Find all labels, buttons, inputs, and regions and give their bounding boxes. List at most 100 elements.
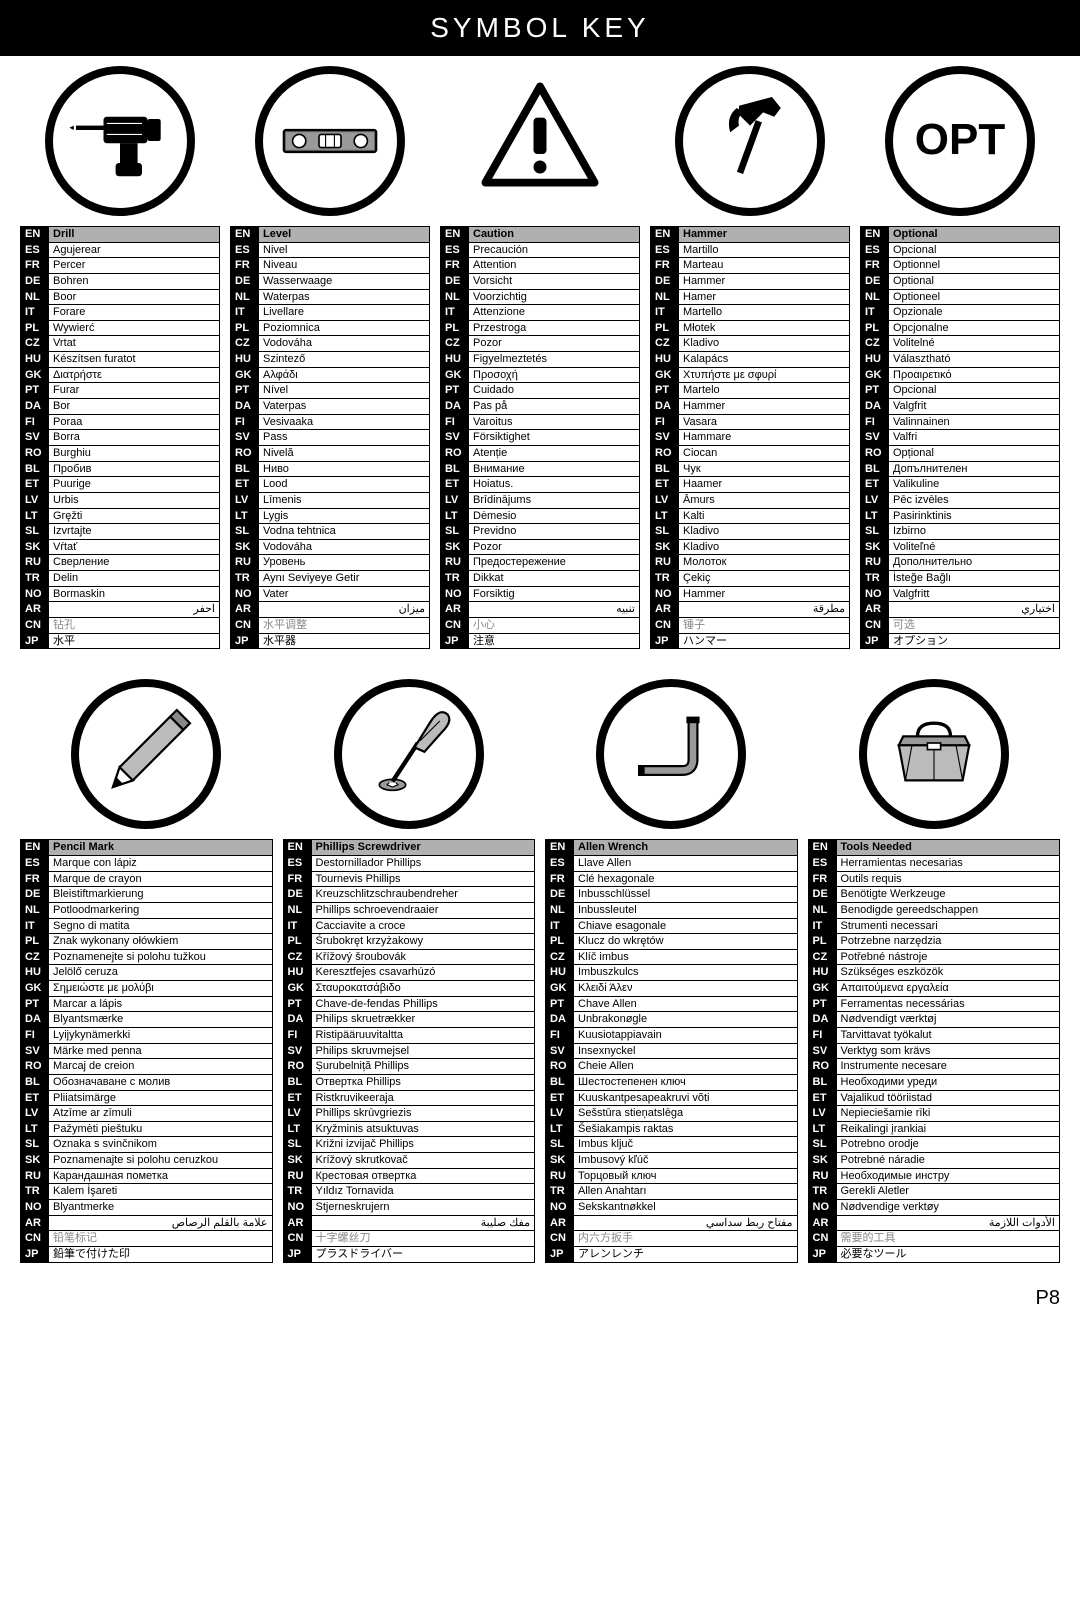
table-row: JPオプション [861, 633, 1060, 649]
table-row: FRAttention [441, 258, 640, 274]
translation-label: Yıldız Tornavida [311, 1184, 535, 1200]
lang-code: BL [231, 461, 259, 477]
table-row: ETHoiatus. [441, 477, 640, 493]
translation-label: Valgfrit [889, 399, 1060, 415]
table-row: PTFerramentas necessárias [808, 996, 1060, 1012]
table-row: ESHerramientas necesarias [808, 855, 1060, 871]
lang-code: ES [21, 242, 49, 258]
table-row: GKΔιατρήστε [21, 367, 220, 383]
translation-label: Marcaj de creion [49, 1059, 273, 1075]
table-row: ENOptional [861, 227, 1060, 243]
table-row: CZVodováha [231, 336, 430, 352]
lang-code: FR [21, 871, 49, 887]
lang-code: ES [651, 242, 679, 258]
lang-code: ES [546, 855, 574, 871]
table-row: DAUnbrakonøgle [546, 1012, 798, 1028]
lang-code: DE [21, 887, 49, 903]
translation-label: Krížový skrutkovač [311, 1153, 535, 1169]
lang-code: FI [231, 414, 259, 430]
translation-label: Philips skruetrækker [311, 1012, 535, 1028]
translation-label: Σημειώστε με μολύβι [49, 981, 273, 997]
lang-code: DE [21, 273, 49, 289]
translation-label: Szintező [259, 352, 430, 368]
lang-code: CN [546, 1231, 574, 1247]
translation-label: Phillips skrūvgriezis [311, 1106, 535, 1122]
translation-label: Hammer [679, 273, 850, 289]
lang-code: NO [861, 586, 889, 602]
translation-label: Valikuline [889, 477, 1060, 493]
table-row: RONivelă [231, 445, 430, 461]
translation-label: Kalapács [679, 352, 850, 368]
table-row: HUKalapács [651, 352, 850, 368]
allen-icon [596, 679, 746, 829]
table-row: ESMarque con lápiz [21, 855, 273, 871]
table-row: LTReikalingi įrankiai [808, 1121, 1060, 1137]
translation-label: Kladivo [679, 524, 850, 540]
translation-label: Drill [49, 227, 220, 243]
lang-code: PT [861, 383, 889, 399]
table-row: NOStjerneskrujern [283, 1200, 535, 1216]
table-row: NOVater [231, 586, 430, 602]
table-row: ARميزان [231, 602, 430, 618]
translation-label: Niveau [259, 258, 430, 274]
table-row: LVSešstūra stieņatslēga [546, 1106, 798, 1122]
level-icon-cell [230, 66, 430, 216]
table-row: PTCuidado [441, 383, 640, 399]
lang-code: EN [283, 840, 311, 856]
translation-label: Previdno [469, 524, 640, 540]
table-row: DEVorsicht [441, 273, 640, 289]
table-row: SLKrižni izvijač Phillips [283, 1137, 535, 1153]
translation-label: 钻孔 [49, 618, 220, 634]
table-row: LTPažymėti pieštuku [21, 1121, 273, 1137]
translation-label: Vŕtať [49, 539, 220, 555]
toolbox-translation-table: ENTools NeededESHerramientas necesariasF… [808, 839, 1061, 1262]
table-row: ITStrumenti necessari [808, 918, 1060, 934]
lang-code: DA [21, 399, 49, 415]
lang-code: AR [283, 1215, 311, 1231]
lang-code: SV [651, 430, 679, 446]
table-row: RUКарандашная пометка [21, 1168, 273, 1184]
lang-code: DA [861, 399, 889, 415]
table-row: CZPotřebné nástroje [808, 949, 1060, 965]
table-row: TRYıldız Tornavida [283, 1184, 535, 1200]
lang-code: NL [21, 902, 49, 918]
table-row: ITForare [21, 305, 220, 321]
lang-code: RU [861, 555, 889, 571]
table-row: BLОтвертка Phillips [283, 1074, 535, 1090]
lang-code: IT [283, 918, 311, 934]
translation-label: Izbirno [889, 524, 1060, 540]
translation-label: Vesivaaka [259, 414, 430, 430]
table-row: RUМолоток [651, 555, 850, 571]
table-row: DAValgfrit [861, 399, 1060, 415]
lang-code: CZ [283, 949, 311, 965]
translation-label: 锤子 [679, 618, 850, 634]
lang-code: PL [21, 934, 49, 950]
translation-label: Potřebné nástroje [836, 949, 1060, 965]
translation-label: Varoitus [469, 414, 640, 430]
lang-code: LV [808, 1106, 836, 1122]
table-row: ITAttenzione [441, 305, 640, 321]
translation-label: Herramientas necesarias [836, 855, 1060, 871]
table-row: FIVasara [651, 414, 850, 430]
translation-label: ميزان [259, 602, 430, 618]
lang-code: PT [21, 996, 49, 1012]
translation-label: 水平调整 [259, 618, 430, 634]
table-row: PLŚrubokręt krzyżakowy [283, 934, 535, 950]
table-row: ROȘurubelniță Phillips [283, 1059, 535, 1075]
table-row: LVUrbis [21, 492, 220, 508]
translation-label: Philips skruvmejsel [311, 1043, 535, 1059]
lang-code: CZ [231, 336, 259, 352]
translation-label: Opzionale [889, 305, 1060, 321]
translation-label: Level [259, 227, 430, 243]
lang-code: PL [546, 934, 574, 950]
table-row: ARمطرقة [651, 602, 850, 618]
table-row: ENAllen Wrench [546, 840, 798, 856]
lang-code: ET [651, 477, 679, 493]
table-row: HUJelölő ceruza [21, 965, 273, 981]
lang-code: RU [808, 1168, 836, 1184]
translation-label: Śrubokręt krzyżakowy [311, 934, 535, 950]
lang-code: TR [861, 571, 889, 587]
table-row: SVPass [231, 430, 430, 446]
translation-label: Nivel [259, 242, 430, 258]
table-row: SVBorra [21, 430, 220, 446]
